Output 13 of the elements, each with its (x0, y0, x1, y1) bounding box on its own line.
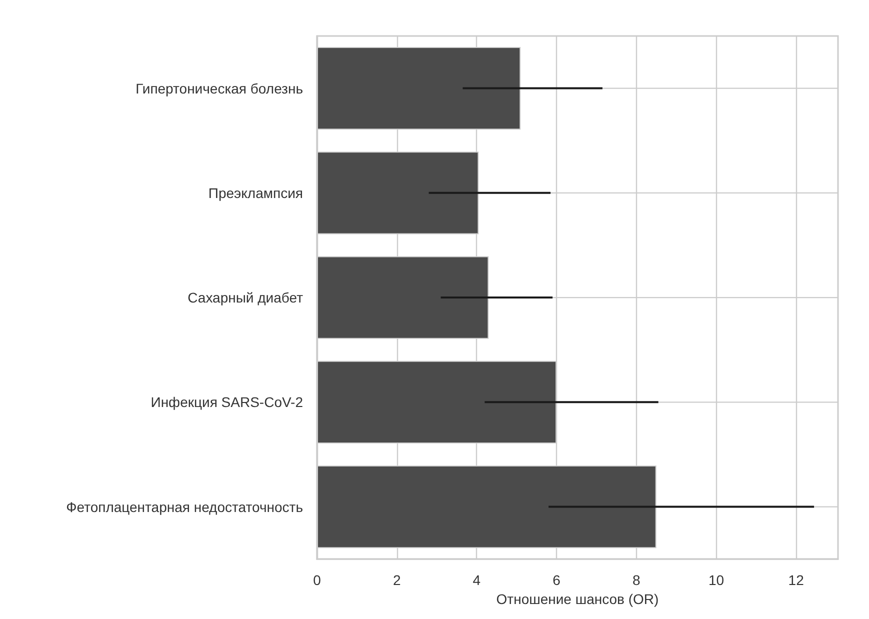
x-tick-label: 8 (632, 572, 640, 588)
x-tick-label: 6 (552, 572, 561, 588)
x-tick-label: 10 (708, 572, 724, 588)
y-tick-label: Сахарный диабет (188, 290, 304, 306)
x-tick-label: 2 (392, 572, 401, 588)
x-tick-label: 12 (788, 572, 804, 588)
y-tick-label: Фетоплацентарная недостаточность (66, 498, 303, 515)
x-axis-title: Отношение шансов (OR) (496, 591, 659, 607)
y-tick-label: Преэклампсия (208, 184, 303, 201)
x-tick-label: 0 (313, 572, 322, 588)
y-tick-label: Гипертоническая болезнь (136, 80, 303, 96)
y-tick-label: Инфекция SARS-CoV-2 (150, 394, 304, 410)
x-tick-label: 4 (472, 572, 481, 588)
